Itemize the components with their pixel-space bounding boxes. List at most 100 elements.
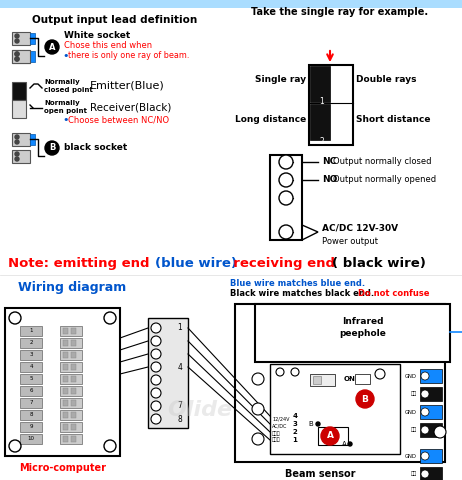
Bar xyxy=(63,340,68,346)
Text: 断路点: 断路点 xyxy=(272,437,280,443)
Text: Output input lead definition: Output input lead definition xyxy=(32,15,198,25)
Circle shape xyxy=(9,440,21,452)
Bar xyxy=(20,338,42,348)
Bar xyxy=(12,32,30,45)
Text: 8: 8 xyxy=(29,412,33,418)
Text: 4: 4 xyxy=(177,362,182,372)
Circle shape xyxy=(279,225,293,239)
Bar xyxy=(12,50,30,63)
Text: NO: NO xyxy=(322,176,337,184)
Text: A: A xyxy=(49,43,55,51)
Circle shape xyxy=(151,336,161,346)
Text: A: A xyxy=(342,441,347,447)
Bar xyxy=(235,304,445,462)
Text: Output normally closed: Output normally closed xyxy=(333,157,432,167)
Text: Chose this end when: Chose this end when xyxy=(64,41,152,50)
Text: 2: 2 xyxy=(29,340,33,346)
Circle shape xyxy=(104,440,116,452)
Circle shape xyxy=(252,403,264,415)
Bar xyxy=(63,352,68,358)
Bar xyxy=(20,374,42,384)
Bar xyxy=(310,374,335,386)
Text: Normally
open point: Normally open point xyxy=(44,100,87,114)
Text: Long distance: Long distance xyxy=(235,116,306,124)
Text: B: B xyxy=(49,144,55,153)
Bar xyxy=(12,50,30,63)
Text: A: A xyxy=(327,432,334,441)
Circle shape xyxy=(151,401,161,411)
Circle shape xyxy=(151,375,161,385)
Bar xyxy=(71,340,76,346)
Text: there is only one ray of beam.: there is only one ray of beam. xyxy=(68,51,189,60)
Bar xyxy=(63,388,68,394)
Bar xyxy=(71,424,76,430)
Text: 3: 3 xyxy=(29,352,33,358)
Bar xyxy=(5,308,120,456)
Bar xyxy=(12,133,30,146)
Text: Short distance: Short distance xyxy=(356,116,431,124)
Circle shape xyxy=(15,152,19,156)
Text: NC: NC xyxy=(322,157,336,167)
Circle shape xyxy=(421,372,429,380)
Circle shape xyxy=(15,52,19,56)
Polygon shape xyxy=(302,225,318,240)
Text: Choose between NC/NO: Choose between NC/NO xyxy=(68,116,169,124)
Bar xyxy=(270,364,400,454)
Bar xyxy=(310,104,330,140)
Bar xyxy=(71,436,76,442)
Bar xyxy=(12,82,26,100)
Text: Blue wire matches blue end.: Blue wire matches blue end. xyxy=(230,279,365,288)
Text: 8: 8 xyxy=(177,415,182,423)
Circle shape xyxy=(151,349,161,359)
Text: 3: 3 xyxy=(292,421,298,427)
Text: Power output: Power output xyxy=(322,237,378,245)
Bar xyxy=(355,374,370,384)
Circle shape xyxy=(15,135,19,139)
Bar xyxy=(420,369,442,383)
Circle shape xyxy=(15,39,19,43)
Circle shape xyxy=(15,34,19,38)
Bar xyxy=(255,304,450,362)
Circle shape xyxy=(421,390,429,398)
Bar xyxy=(71,400,76,406)
Circle shape xyxy=(321,427,339,445)
Bar xyxy=(12,150,30,163)
Text: 接收: 接收 xyxy=(411,392,417,396)
Bar xyxy=(420,449,442,463)
Text: AC/DC 12V-30V: AC/DC 12V-30V xyxy=(322,224,398,232)
Text: 接收: 接收 xyxy=(411,471,417,477)
Circle shape xyxy=(151,388,161,398)
Text: Olide: Olide xyxy=(167,400,232,420)
Bar xyxy=(60,362,82,372)
Bar xyxy=(63,424,68,430)
Bar xyxy=(71,352,76,358)
Text: 7: 7 xyxy=(177,401,182,410)
Circle shape xyxy=(356,390,374,408)
Bar xyxy=(71,412,76,418)
Bar xyxy=(313,376,321,384)
Polygon shape xyxy=(263,314,290,349)
Text: peephole: peephole xyxy=(339,329,386,338)
Bar xyxy=(309,65,353,145)
Bar xyxy=(20,362,42,372)
Text: 2: 2 xyxy=(292,429,298,435)
Text: Receiver(Black): Receiver(Black) xyxy=(90,102,171,112)
Bar xyxy=(20,326,42,336)
Text: ON: ON xyxy=(344,376,356,382)
Text: 1: 1 xyxy=(320,96,324,106)
Text: Single ray: Single ray xyxy=(255,75,306,84)
Bar xyxy=(20,398,42,408)
Text: ( black wire): ( black wire) xyxy=(332,256,426,269)
Bar xyxy=(71,364,76,370)
Text: GND: GND xyxy=(405,409,417,415)
Text: 12/24V: 12/24V xyxy=(272,417,290,421)
Bar xyxy=(20,350,42,360)
Bar xyxy=(63,376,68,382)
Circle shape xyxy=(252,433,264,445)
Circle shape xyxy=(151,323,161,333)
Bar xyxy=(20,422,42,432)
Text: Output normally opened: Output normally opened xyxy=(333,176,436,184)
Bar xyxy=(60,398,82,408)
Circle shape xyxy=(421,470,429,478)
Text: 5: 5 xyxy=(29,376,33,382)
